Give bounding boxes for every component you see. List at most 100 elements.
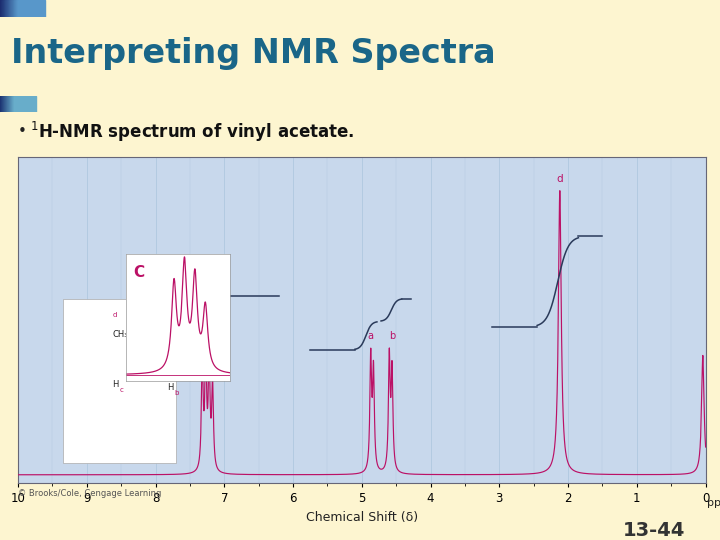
Bar — [4, 0, 32, 17]
Text: =: = — [141, 354, 149, 363]
Bar — [17, 0, 45, 17]
Bar — [12, 0, 40, 17]
Text: H: H — [168, 332, 174, 340]
Bar — [3, 0, 30, 17]
Bar — [12, 0, 39, 17]
Bar — [15, 0, 42, 17]
Bar — [12, 96, 33, 113]
Bar — [1, 96, 22, 113]
Text: c: c — [199, 331, 205, 341]
Bar — [1, 0, 27, 17]
Bar — [4, 96, 25, 113]
Bar — [2, 96, 24, 113]
Text: Interpreting NMR Spectra: Interpreting NMR Spectra — [11, 37, 495, 70]
Bar — [4, 96, 26, 113]
Text: d: d — [557, 173, 563, 184]
Bar — [11, 0, 37, 17]
Bar — [10, 0, 37, 17]
Bar — [14, 0, 41, 17]
Bar — [3, 96, 24, 113]
Bar — [13, 0, 40, 17]
Bar — [13, 96, 35, 113]
Bar — [12, 96, 33, 113]
Bar — [3, 96, 24, 113]
X-axis label: Chemical Shift (δ): Chemical Shift (δ) — [306, 511, 418, 524]
Bar — [6, 96, 27, 113]
Bar — [12, 96, 34, 113]
Bar — [9, 96, 30, 113]
Bar — [0, 96, 22, 113]
Bar — [15, 0, 42, 17]
Text: $^{1}$H-NMR spectrum of vinyl acetate.: $^{1}$H-NMR spectrum of vinyl acetate. — [30, 120, 355, 144]
Bar — [8, 96, 30, 113]
Bar — [16, 0, 42, 17]
Bar — [14, 96, 35, 113]
Bar — [12, 96, 34, 113]
Bar — [10, 96, 32, 113]
Text: CH₃CO: CH₃CO — [113, 330, 141, 339]
Bar — [10, 0, 37, 17]
Text: ppm: ppm — [707, 498, 720, 508]
Bar — [11, 96, 32, 113]
Text: C: C — [133, 265, 145, 280]
Bar — [3, 0, 30, 17]
Bar — [9, 0, 37, 17]
Bar — [9, 0, 35, 17]
Bar — [12, 96, 33, 113]
Bar — [9, 96, 30, 113]
Text: c: c — [120, 387, 124, 394]
Bar — [14, 96, 35, 113]
Bar — [4, 96, 25, 113]
Bar — [13, 96, 35, 113]
Bar — [6, 96, 27, 113]
Bar — [1, 0, 28, 17]
Bar — [5, 0, 32, 17]
Bar — [9, 96, 31, 113]
Bar — [14, 0, 40, 17]
Text: 13-44: 13-44 — [623, 521, 685, 539]
FancyBboxPatch shape — [63, 299, 176, 463]
Text: C: C — [156, 354, 162, 363]
Bar — [8, 0, 35, 17]
Bar — [5, 96, 27, 113]
Bar — [7, 96, 29, 113]
Text: a: a — [175, 339, 179, 345]
Bar — [9, 0, 36, 17]
Text: d: d — [113, 312, 117, 318]
Bar — [13, 96, 35, 113]
Bar — [6, 0, 33, 17]
Bar — [8, 0, 35, 17]
Bar — [4, 0, 30, 17]
Bar — [17, 0, 44, 17]
Bar — [6, 96, 28, 113]
Bar — [17, 0, 44, 17]
Bar — [9, 96, 31, 113]
Bar — [4, 0, 31, 17]
Text: © Brooks/Cole, Cengage Learning: © Brooks/Cole, Cengage Learning — [18, 489, 161, 498]
Text: H: H — [112, 380, 119, 389]
Bar — [9, 96, 30, 113]
Bar — [1, 96, 23, 113]
Text: C: C — [128, 354, 135, 363]
Bar — [1, 96, 23, 113]
Bar — [0, 0, 27, 17]
Bar — [6, 96, 28, 113]
Text: b: b — [389, 331, 395, 341]
Bar — [12, 0, 38, 17]
Bar — [14, 96, 36, 113]
Bar — [14, 0, 41, 17]
Bar — [4, 96, 26, 113]
Text: O: O — [131, 312, 138, 321]
Bar — [10, 96, 32, 113]
Bar — [6, 0, 33, 17]
Text: ‖: ‖ — [132, 326, 137, 335]
Bar — [7, 0, 35, 17]
Bar — [10, 96, 32, 113]
Bar — [4, 96, 26, 113]
Bar — [2, 96, 24, 113]
Bar — [1, 96, 23, 113]
Bar — [5, 96, 27, 113]
Text: b: b — [175, 390, 179, 396]
Bar — [1, 96, 22, 113]
Text: H: H — [168, 382, 174, 392]
